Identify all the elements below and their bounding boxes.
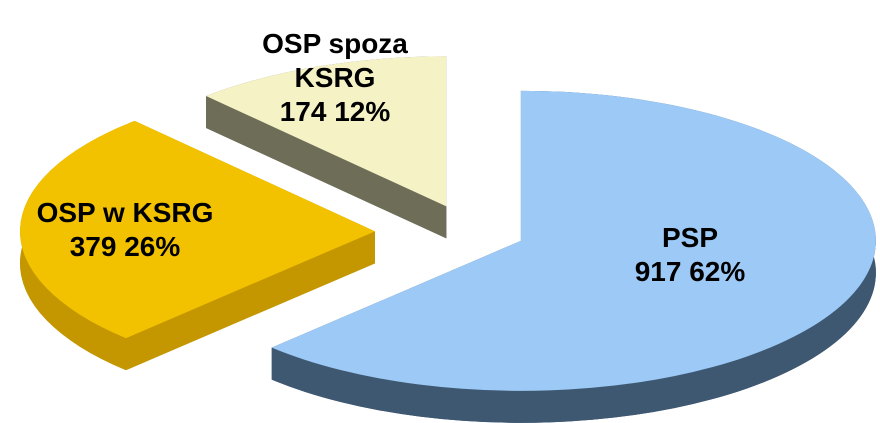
value-label: 917 62% xyxy=(634,256,746,287)
slice xyxy=(271,90,876,423)
slice-wall xyxy=(125,231,376,371)
category-label: OSP spoza KSRG xyxy=(262,28,408,93)
slice-top xyxy=(271,90,876,391)
category-label: OSP w KSRG xyxy=(36,197,214,228)
slice-rim xyxy=(271,90,876,423)
slice-label: OSP w KSRG 379 26% xyxy=(0,196,255,264)
slice-label: PSP 917 62% xyxy=(590,221,790,289)
slice-wall xyxy=(206,96,447,239)
slice-label: OSP spoza KSRG 174 12% xyxy=(235,27,435,129)
slice xyxy=(20,120,376,371)
category-label: PSP xyxy=(661,222,719,253)
slice-top xyxy=(20,120,376,339)
slice xyxy=(206,56,447,239)
value-label: 174 12% xyxy=(279,96,391,127)
slice-top xyxy=(206,56,447,207)
value-label: 379 26% xyxy=(69,231,181,262)
